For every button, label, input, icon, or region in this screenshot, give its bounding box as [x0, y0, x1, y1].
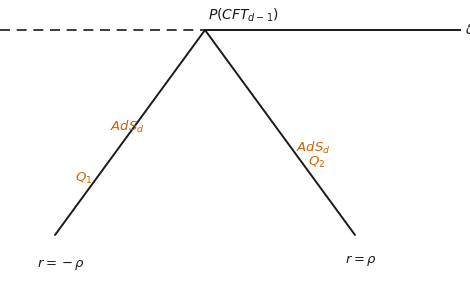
Text: $\delta M$: $\delta M$: [465, 23, 470, 37]
Text: $AdS_d$: $AdS_d$: [110, 119, 144, 135]
Text: $P(CFT_{d-1})$: $P(CFT_{d-1})$: [208, 7, 279, 24]
Text: $r = -\rho$: $r = -\rho$: [37, 257, 85, 272]
Text: $Q_1$: $Q_1$: [75, 171, 93, 186]
Text: $AdS_d$: $AdS_d$: [296, 140, 330, 156]
Text: $Q_2$: $Q_2$: [308, 154, 325, 170]
Text: $r = \rho$: $r = \rho$: [345, 253, 377, 268]
